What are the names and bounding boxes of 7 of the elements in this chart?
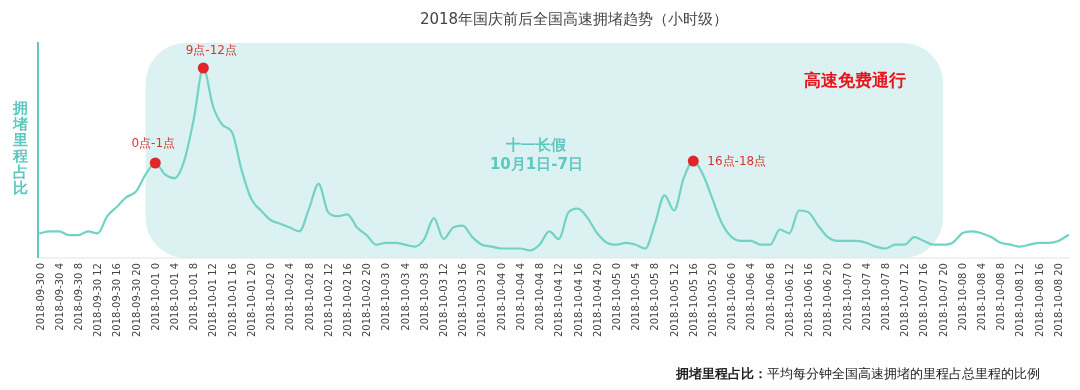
title: 2018年国庆前后全国高速拥堵趋势（小时级） bbox=[419, 10, 729, 28]
annotation: 16点-18点 bbox=[707, 154, 767, 169]
ylabel: 拥堵里程占比 bbox=[12, 99, 28, 197]
annotation: 拥堵里程占比：平均每分钟全国高速拥堵的里程占总里程的比例 bbox=[676, 366, 1040, 381]
annotation: 0点-1点 bbox=[131, 136, 176, 150]
annotation: 9点-12点 bbox=[185, 43, 237, 57]
annotation: 高速免费通行 bbox=[804, 70, 906, 90]
